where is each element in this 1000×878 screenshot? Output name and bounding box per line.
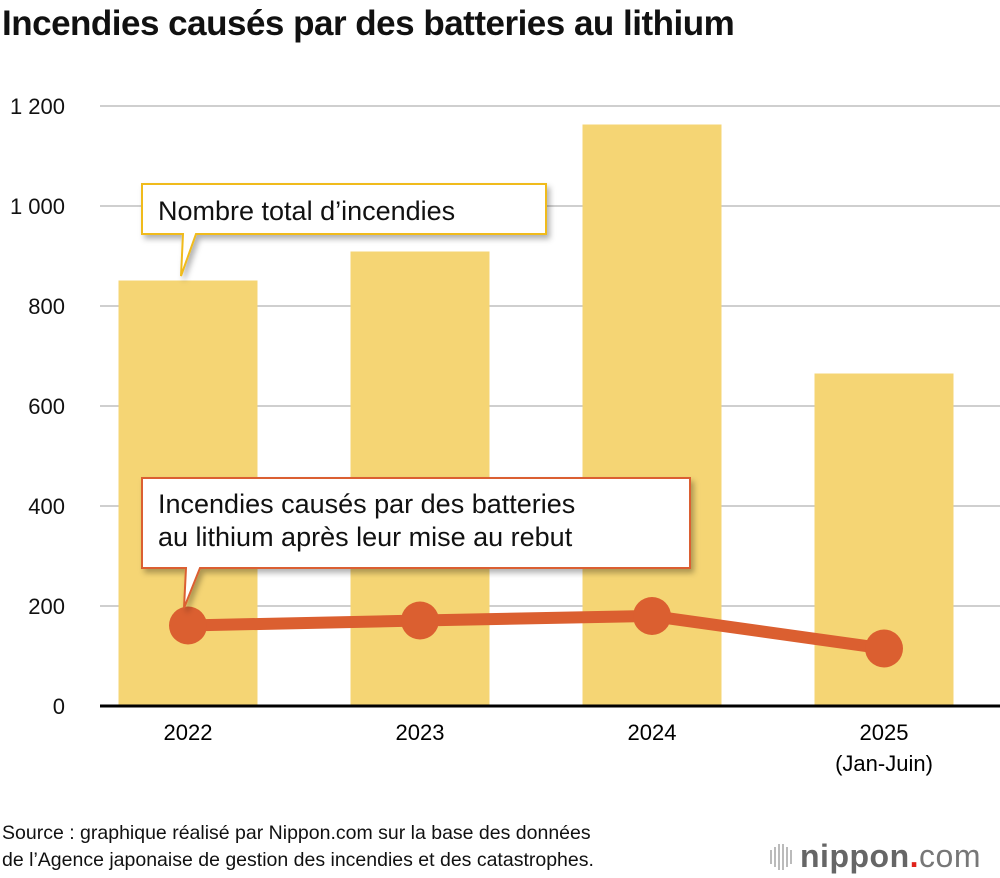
- y-tick-label: 0: [53, 694, 65, 719]
- line-series: [187, 609, 885, 655]
- callout-total-fires: [141, 183, 547, 277]
- chart-title: Incendies causés par des batteries au li…: [2, 4, 735, 43]
- y-tick-label: 400: [28, 494, 65, 519]
- logo-bars-icon: [770, 843, 792, 870]
- x-tick-label: 2023: [396, 720, 445, 745]
- x-tick-sublabel: (Jan-Juin): [835, 751, 933, 776]
- y-tick-label: 600: [28, 394, 65, 419]
- logo-name: nippon: [800, 838, 910, 874]
- line-point-2024: [633, 597, 671, 635]
- source-line-1: Source : graphique réalisé par Nippon.co…: [2, 822, 591, 844]
- y-tick-label: 1 000: [10, 194, 65, 219]
- chart-plot: 0 200 400 600 800 1 000 1 200 2022 2023 2024 2025…: [10, 94, 1000, 776]
- logo-dot: .: [909, 838, 920, 874]
- line-point-2025: [865, 629, 903, 668]
- callout-label: Incendies causés par des batteries: [158, 489, 575, 519]
- line-point-2022: [169, 606, 207, 645]
- callout-label: Nombre total d’incendies: [158, 196, 455, 226]
- nippon-logo: nippon.com: [770, 838, 981, 875]
- logo-suffix: com: [919, 838, 981, 874]
- x-tick-label: 2022: [164, 720, 213, 745]
- x-tick-label: 2025: [860, 720, 909, 745]
- y-tick-label: 200: [28, 594, 65, 619]
- callout-label: au lithium après leur mise au rebut: [158, 522, 573, 552]
- y-tick-label: 1 200: [10, 94, 65, 119]
- y-tick-label: 800: [28, 294, 65, 319]
- line-point-2023: [401, 601, 439, 640]
- callout-lithium-fires: [141, 477, 691, 609]
- x-tick-label: 2024: [628, 720, 677, 745]
- source-note: Source : graphique réalisé par Nippon.co…: [2, 820, 594, 874]
- source-line-2: de l’Agence japonaise de gestion des inc…: [2, 849, 594, 871]
